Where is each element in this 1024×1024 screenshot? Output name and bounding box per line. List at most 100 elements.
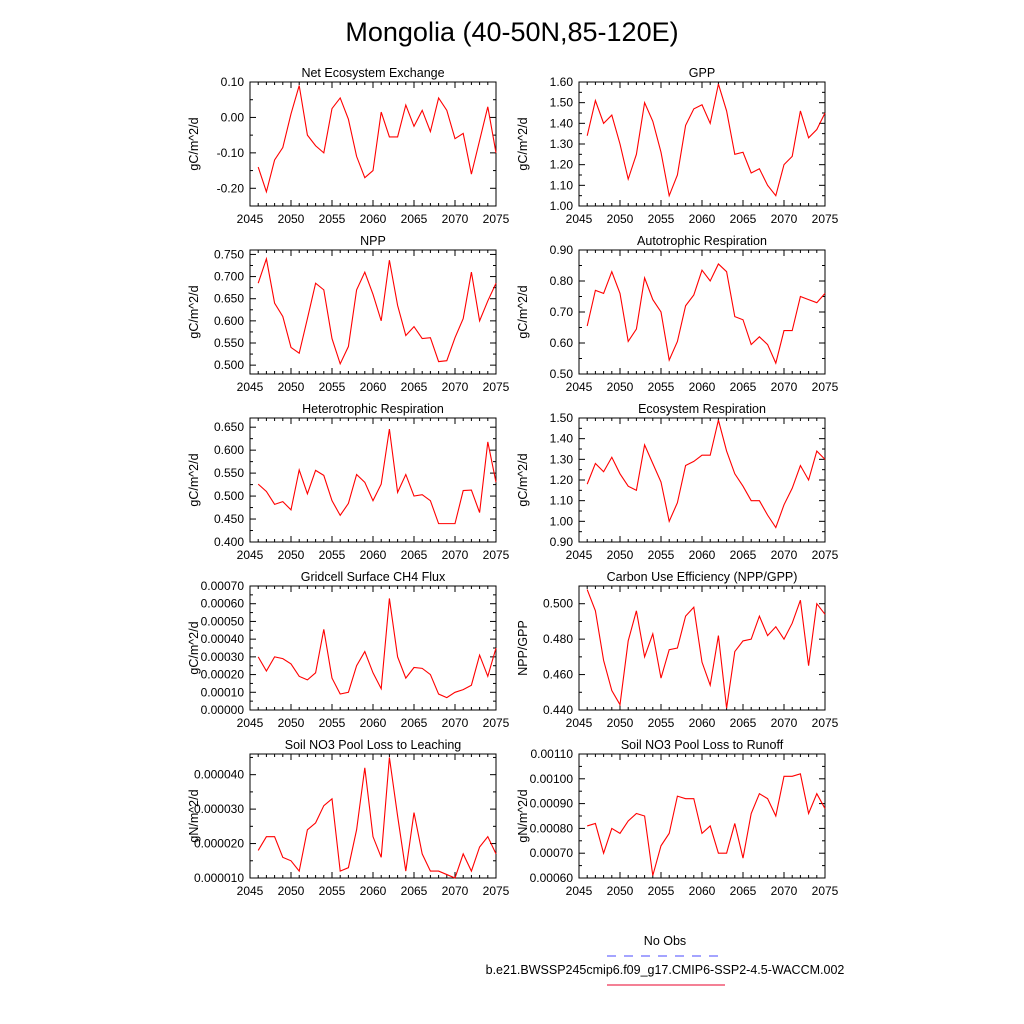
x-tick-label: 2055 xyxy=(319,380,346,394)
x-tick-label: 2050 xyxy=(278,380,305,394)
x-tick-label: 2065 xyxy=(401,884,428,898)
panel-title: Autotrophic Respiration xyxy=(637,234,767,248)
x-tick-label: 2045 xyxy=(566,548,593,562)
x-tick-label: 2045 xyxy=(237,884,264,898)
x-tick-label: 2070 xyxy=(442,380,469,394)
y-tick-label: 1.60 xyxy=(550,75,574,89)
plot-frame xyxy=(249,81,497,207)
x-tick-label: 2055 xyxy=(319,716,346,730)
y-tick-label: 1.20 xyxy=(550,473,574,487)
x-tick-label: 2060 xyxy=(360,884,387,898)
x-tick-label: 2065 xyxy=(730,212,757,226)
y-axis-label: gC/m^2/d xyxy=(187,285,201,338)
panel-title: Ecosystem Respiration xyxy=(638,402,766,416)
y-tick-label: 0.000020 xyxy=(194,837,244,851)
x-tick-label: 2055 xyxy=(648,716,675,730)
x-tick-label: 2060 xyxy=(689,212,716,226)
y-tick-label: 0.00080 xyxy=(530,821,574,835)
y-axis-label: gC/m^2/d xyxy=(187,117,201,170)
y-tick-label: 0.000010 xyxy=(194,871,244,885)
y-tick-label: 1.10 xyxy=(550,494,574,508)
y-tick-label: 0.450 xyxy=(214,512,244,526)
plot-frame xyxy=(578,249,826,375)
y-tick-label: 0.700 xyxy=(214,270,244,284)
x-tick-label: 2060 xyxy=(360,716,387,730)
plot-frame xyxy=(578,585,826,711)
panel-title: Soil NO3 Pool Loss to Leaching xyxy=(285,738,462,752)
x-tick-label: 2050 xyxy=(607,716,634,730)
x-tick-label: 2060 xyxy=(689,380,716,394)
y-tick-label: 0.00040 xyxy=(201,632,245,646)
series-line xyxy=(257,428,497,525)
legend-model-label: b.e21.BWSSP245cmip6.f09_g17.CMIP6-SSP2-4… xyxy=(486,963,845,977)
x-tick-label: 2070 xyxy=(442,884,469,898)
y-tick-label: 0.70 xyxy=(550,305,574,319)
x-tick-label: 2055 xyxy=(319,548,346,562)
y-axis-label: gC/m^2/d xyxy=(516,453,530,506)
x-tick-label: 2070 xyxy=(771,884,798,898)
y-tick-label: 0.650 xyxy=(214,420,244,434)
y-tick-label: 0.00030 xyxy=(201,650,245,664)
x-tick-label: 2055 xyxy=(648,548,675,562)
plot-frame xyxy=(578,81,826,207)
x-tick-label: 2050 xyxy=(607,380,634,394)
x-tick-label: 2075 xyxy=(483,212,510,226)
y-tick-label: 1.30 xyxy=(550,452,574,466)
series-line xyxy=(257,85,497,194)
y-tick-label: 1.50 xyxy=(550,411,574,425)
legend-obs-label: No Obs xyxy=(644,934,686,948)
x-tick-label: 2055 xyxy=(648,212,675,226)
x-tick-label: 2050 xyxy=(607,884,634,898)
panel-title: Net Ecosystem Exchange xyxy=(301,66,444,80)
series-line xyxy=(257,757,497,879)
y-tick-label: 0.600 xyxy=(214,314,244,328)
y-tick-label: 0.90 xyxy=(550,535,574,549)
panel-title: Heterotrophic Respiration xyxy=(302,402,444,416)
y-tick-label: 0.00090 xyxy=(530,797,574,811)
x-tick-label: 2045 xyxy=(566,212,593,226)
plot-frame xyxy=(249,249,497,375)
x-tick-label: 2050 xyxy=(607,548,634,562)
x-tick-label: 2075 xyxy=(812,212,839,226)
y-tick-label: 0.000040 xyxy=(194,768,244,782)
panel-ecosystem-respiration: Ecosystem Respiration gC/m^2/d 2045 2050 205… xyxy=(516,402,839,562)
series-line xyxy=(586,263,826,365)
y-tick-label: 0.80 xyxy=(550,274,574,288)
x-tick-label: 2070 xyxy=(442,716,469,730)
series-line xyxy=(587,773,826,876)
y-tick-label: 0.500 xyxy=(214,489,244,503)
x-tick-label: 2060 xyxy=(689,716,716,730)
y-tick-label: -0.20 xyxy=(217,181,245,195)
x-tick-label: 2045 xyxy=(237,716,264,730)
panel-soil-no3-pool-loss-to-runoff: Soil NO3 Pool Loss to Runoff gN/m^2/d 2045… xyxy=(516,738,839,898)
y-tick-label: 0.00010 xyxy=(201,685,245,699)
panel-title: NPP xyxy=(360,234,386,248)
x-tick-label: 2060 xyxy=(360,548,387,562)
y-tick-label: 0.00100 xyxy=(530,772,574,786)
y-axis-label: gC/m^2/d xyxy=(187,453,201,506)
x-tick-label: 2055 xyxy=(648,884,675,898)
panels-grid: Net Ecosystem Exchange gC/m^2/d 2045 2050 20… xyxy=(187,66,839,898)
y-tick-label: 0.400 xyxy=(214,535,244,549)
y-axis-label: gN/m^2/d xyxy=(516,789,530,842)
x-tick-label: 2065 xyxy=(730,380,757,394)
x-tick-label: 2065 xyxy=(401,548,428,562)
x-tick-label: 2070 xyxy=(771,380,798,394)
x-tick-label: 2065 xyxy=(730,884,757,898)
y-tick-label: 0.00050 xyxy=(201,614,245,628)
y-tick-label: 1.00 xyxy=(550,199,574,213)
x-tick-label: 2070 xyxy=(771,548,798,562)
panel-title: Gridcell Surface CH4 Flux xyxy=(301,570,446,584)
y-tick-label: 0.00060 xyxy=(201,597,245,611)
x-tick-label: 2075 xyxy=(812,884,839,898)
y-tick-label: 0.500 xyxy=(214,358,244,372)
x-tick-label: 2075 xyxy=(483,716,510,730)
x-tick-label: 2045 xyxy=(566,884,593,898)
panel-title: GPP xyxy=(689,66,715,80)
panel-autotrophic-respiration: Autotrophic Respiration gC/m^2/d 2045 2050 2… xyxy=(516,234,839,394)
x-tick-label: 2070 xyxy=(442,548,469,562)
x-tick-label: 2070 xyxy=(771,212,798,226)
x-tick-label: 2060 xyxy=(360,212,387,226)
x-tick-label: 2065 xyxy=(730,548,757,562)
